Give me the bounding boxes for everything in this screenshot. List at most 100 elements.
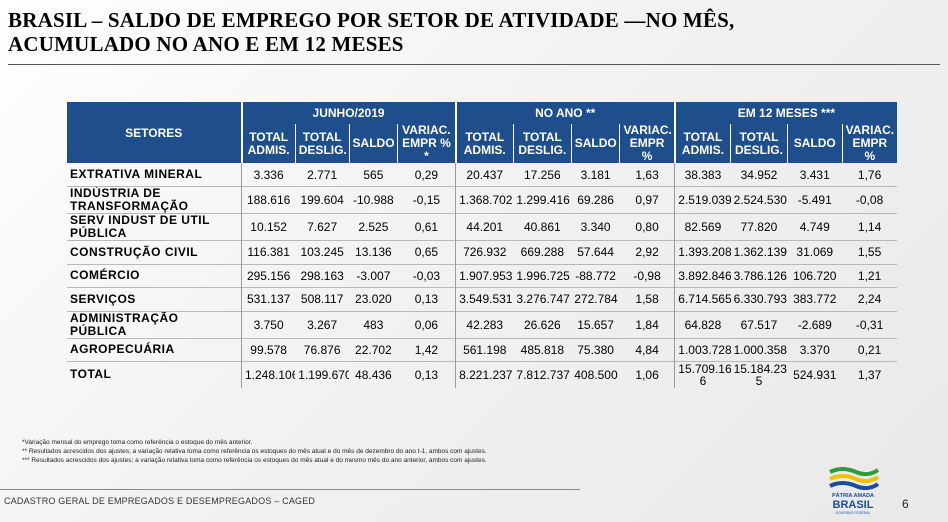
table-cell: -10.988	[353, 193, 394, 207]
total-cell-line: 8.221.237	[459, 367, 513, 382]
total-cell-line: 15.184.23	[733, 361, 787, 376]
table-cell: 3.370	[799, 342, 830, 357]
table-cell: 2.524.530	[733, 193, 787, 207]
table-cell: 6.330.793	[733, 292, 787, 307]
table-cell: 298.163	[300, 268, 344, 283]
total-row: TOTAL 1.248.106 1.199.670 48.436 0,13 8.221.2…	[67, 361, 897, 388]
table-cell: 0,65	[414, 245, 439, 260]
column-header: SALDO	[348, 124, 398, 163]
table-row: SERV INDUST DE UTIL PÚBLICA 10.152 7.627 2.5…	[67, 213, 897, 241]
column-header-line: ADMIS.	[463, 142, 506, 157]
table-cell: 76.876	[303, 342, 341, 357]
table-cell: 1,42	[414, 342, 439, 357]
group-header-junho: JUNHO/2019	[240, 102, 456, 124]
table-cell: 1,58	[635, 292, 659, 307]
total-cell-line: 1,37	[857, 367, 882, 382]
column-header: SALDO	[786, 124, 843, 163]
table-cell: 483	[363, 317, 384, 332]
table-cell: 42.283	[455, 311, 514, 338]
table-cell: 44.201	[455, 213, 514, 241]
table-cell: 2.771	[307, 167, 338, 182]
table-cell: 2,24	[857, 292, 882, 307]
column-header: VARIAC. EMPR %	[841, 124, 897, 163]
table-cell: 23.020	[355, 292, 392, 307]
logo-line-3: GOVERNO FEDERAL	[835, 511, 870, 515]
footnotes: *Variação mensal do emprego toma como re…	[22, 438, 722, 465]
table-cell: 99.578	[241, 338, 296, 362]
column-header: TOTAL DESLIG.	[294, 124, 350, 163]
table-cell: 1.393.208	[674, 240, 731, 264]
total-cell: 15.709.16 6	[674, 361, 731, 388]
column-header-line: TOTAL	[465, 129, 505, 144]
table-cell: 0,13	[414, 292, 439, 307]
table-cell: 188.616	[241, 186, 296, 214]
column-header: TOTAL DESLIG.	[512, 124, 572, 163]
table-cell: 2.525	[358, 220, 389, 234]
table-cell: 531.137	[241, 287, 296, 311]
total-cell: 408.500	[571, 362, 620, 388]
group-header-no-ano: NO ANO **	[454, 102, 675, 124]
table-cell: 17.256	[523, 167, 561, 182]
column-header: TOTAL ADMIS.	[240, 124, 296, 163]
table-cell: -2.689	[797, 317, 832, 332]
column-header: TOTAL DESLIG.	[730, 124, 788, 163]
table-row: ADMINISTRAÇÃO PÚBLICA 3.750 3.267 483 0,06 42…	[67, 311, 897, 338]
table-cell: 75.380	[577, 342, 614, 357]
total-cell: 0,13	[398, 362, 456, 388]
column-header-line: DESLIG.	[298, 142, 347, 157]
table-cell: 57.644	[577, 245, 614, 260]
title-line-2: ACUMULADO NO ANO E EM 12 MESES	[8, 32, 404, 56]
table-cell: 1,84	[635, 317, 659, 332]
total-cell: 7.812.737	[513, 362, 571, 388]
table-row: INDÚSTRIA DE TRANSFORMAÇÃO 188.616 199.604-…	[67, 186, 897, 214]
column-header-line: VARIAC.	[845, 124, 895, 137]
table-cell: 67.517	[740, 317, 778, 332]
total-cell-line: 6	[699, 373, 707, 388]
table-cell: 26.626	[523, 317, 561, 332]
table-cell: 1.996.725	[516, 268, 570, 283]
government-logo: PÁTRIA AMADA BRASIL GOVERNO FEDERAL	[829, 467, 880, 515]
table-cell: 3.276.747	[516, 292, 570, 307]
sector-label: SERV INDUST DE UTIL PÚBLICA	[67, 214, 242, 241]
total-cell: 8.221.237	[455, 361, 514, 388]
table-cell: 669.288	[520, 245, 565, 260]
total-cell: 48.436	[349, 362, 398, 388]
sector-label-line: COMÉRCIO	[70, 268, 140, 283]
sector-label-line: SERV INDUST DE UTIL	[70, 213, 210, 227]
table-cell: 0,80	[635, 220, 659, 234]
table-cell: 2,92	[635, 245, 659, 260]
table-cell: -3.007	[356, 268, 391, 283]
sector-label-line: TRANSFORMAÇÃO	[70, 199, 189, 213]
table-cell: -0,15	[412, 193, 441, 207]
table-cell: -5.491	[797, 193, 832, 207]
logo-line-2: BRASIL	[833, 499, 874, 511]
total-cell-line: 5	[755, 373, 763, 388]
table-cell: -0,98	[633, 268, 661, 283]
sector-label-line: SERVIÇOS	[70, 291, 136, 306]
table-cell: 0,06	[414, 317, 439, 332]
table-cell: 64.828	[674, 311, 731, 338]
title-divider	[8, 64, 940, 65]
table-cell: 199.604	[300, 193, 344, 207]
table-cell: 6.714.565	[674, 287, 731, 311]
table-cell: 4,84	[635, 342, 659, 357]
column-header-line: EMPR % *	[402, 136, 451, 163]
table-cell: 3.431	[799, 167, 830, 182]
column-header-line: ADMIS.	[681, 142, 724, 157]
table-cell: 295.156	[241, 264, 296, 288]
sector-label-line: EXTRATIVA MINERAL	[70, 167, 203, 181]
total-cell-line: 1.199.670	[298, 367, 350, 382]
table-cell: 2.519.039	[674, 186, 731, 214]
column-header-line: DESLIG.	[734, 142, 783, 157]
table-cell: 1,55	[857, 245, 882, 260]
table-row: SERVIÇOS 531.137 508.117 23.020 0,13 3.549.53…	[67, 287, 897, 311]
total-cell: 15.184.23 5	[731, 362, 788, 388]
table-cell: -0,03	[412, 268, 441, 283]
table-cell: 383.772	[793, 292, 837, 307]
table-cell: 1,63	[635, 167, 659, 182]
table-cell: 561.198	[455, 338, 514, 362]
total-cell: 1,37	[842, 362, 897, 388]
column-header-line: SALDO	[352, 136, 395, 150]
table-cell: 3.750	[241, 311, 296, 338]
column-header: TOTAL ADMIS.	[454, 124, 514, 163]
